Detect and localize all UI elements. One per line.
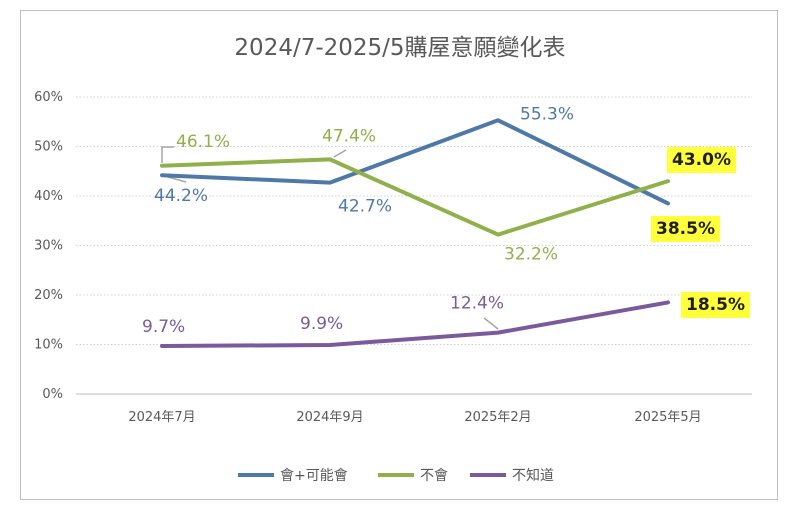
- x-axis-ticks: 2024年7月 2024年9月 2025年2月 2025年5月: [128, 410, 701, 425]
- legend-label: 不知道: [512, 467, 554, 484]
- leader-line-2: [333, 149, 347, 158]
- label-highlight: [681, 292, 750, 318]
- data-label: 12.4%: [450, 294, 504, 314]
- data-label: 9.9%: [300, 314, 343, 334]
- label-highlight: [651, 216, 720, 242]
- series-line-1: [160, 157, 670, 237]
- data-label: 55.3%: [520, 104, 574, 124]
- x-tick-label: 2025年5月: [634, 410, 701, 425]
- data-label: 43.0%: [672, 150, 731, 170]
- legend-label: 會+可能會: [280, 468, 348, 484]
- data-label: 47.4%: [322, 126, 376, 146]
- leader-line-0: [161, 146, 174, 163]
- data-label: 38.5%: [656, 219, 715, 239]
- data-label: 46.1%: [176, 132, 230, 152]
- y-tick-label: 20%: [34, 288, 63, 303]
- y-tick-label: 30%: [34, 239, 63, 254]
- series-line-2: [160, 300, 670, 348]
- data-label: 44.2%: [154, 186, 208, 206]
- leader-lines: [161, 146, 499, 330]
- data-label: 18.5%: [686, 295, 745, 315]
- x-tick-label: 2024年9月: [296, 410, 363, 425]
- legend-label: 不會: [420, 468, 448, 484]
- leader-line-1: [167, 176, 187, 183]
- y-axis-ticks: 0% 10% 20% 30% 40% 50% 60%: [34, 90, 63, 402]
- x-tick-label: 2024年7月: [128, 410, 195, 425]
- data-label: 9.7%: [142, 317, 185, 337]
- data-label: 42.7%: [338, 197, 392, 217]
- data-labels: 44.2% 42.7% 55.3% 38.5% 46.1% 47.4% 32.2% 43.0%…: [142, 104, 750, 337]
- chart-title: 2024/7-2025/5購屋意願變化表: [234, 35, 565, 61]
- label-highlight: [667, 147, 736, 173]
- y-tick-label: 50%: [34, 140, 63, 155]
- series-lines: [160, 118, 670, 348]
- x-tick-label: 2025年2月: [464, 410, 531, 425]
- leader-line-3: [483, 317, 499, 330]
- y-tick-label: 60%: [34, 90, 63, 105]
- y-tick-label: 10%: [34, 338, 63, 353]
- y-tick-label: 40%: [34, 189, 63, 204]
- series-line-0: [160, 118, 670, 206]
- y-tick-label: 0%: [42, 387, 63, 402]
- chart-frame: [20, 10, 778, 500]
- legend: 會+可能會 不會 不知道: [238, 467, 554, 484]
- data-label: 32.2%: [504, 245, 558, 265]
